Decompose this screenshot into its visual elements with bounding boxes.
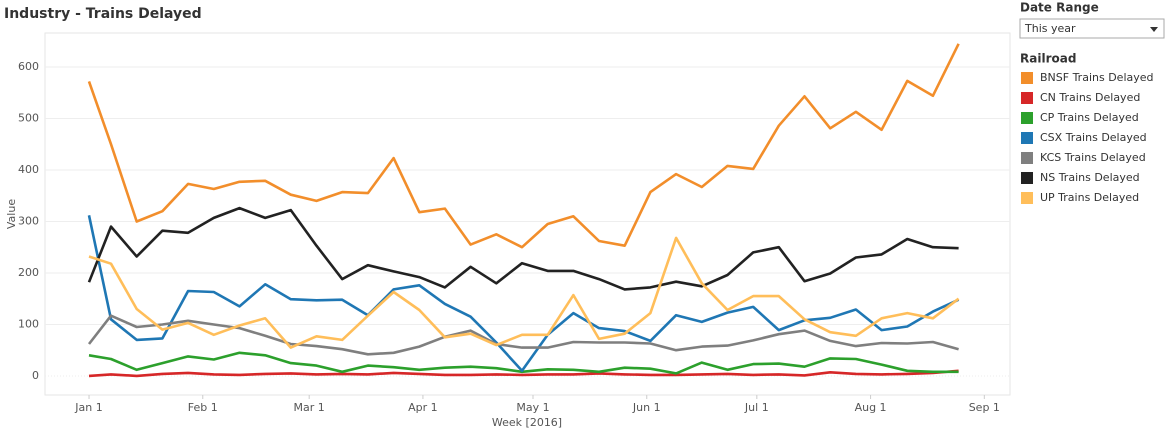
x-axis-title: Week [2016] <box>492 416 562 429</box>
x-tick-label: Feb 1 <box>188 401 218 414</box>
x-tick-label: Apr 1 <box>408 401 438 414</box>
plot-frame <box>44 32 1011 396</box>
dropdown-arrow[interactable] <box>1150 27 1158 32</box>
x-tick-label: Jun 1 <box>632 401 661 414</box>
legend-label: BNSF Trains Delayed <box>1040 71 1154 84</box>
legend-swatch <box>1021 72 1033 84</box>
x-tick-label: Jan 1 <box>74 401 102 414</box>
y-tick-label: 200 <box>18 266 39 279</box>
y-tick-label: 300 <box>18 214 39 227</box>
series-line <box>87 314 959 356</box>
y-axis-title: Value <box>5 199 18 229</box>
x-tick-label: Aug 1 <box>855 401 887 414</box>
legend-label: NS Trains Delayed <box>1040 171 1140 184</box>
x-tick-label: Sep 1 <box>969 401 1000 414</box>
legend-swatch <box>1021 172 1033 184</box>
filter-title: Date Range <box>1020 1 1099 15</box>
date-range-dropdown[interactable] <box>1019 18 1165 39</box>
y-tick-label: 100 <box>18 317 39 330</box>
legend-label: CN Trains Delayed <box>1040 91 1140 104</box>
chart-title: Industry - Trains Delayed <box>4 6 202 22</box>
y-tick-label: 500 <box>18 111 39 124</box>
series-line <box>87 206 959 291</box>
series-line <box>88 236 960 349</box>
legend-label: CP Trains Delayed <box>1040 111 1139 124</box>
legend-swatch <box>1021 112 1033 124</box>
legend-label: KCS Trains Delayed <box>1040 151 1146 164</box>
series-line <box>88 369 959 378</box>
y-tick-label: 400 <box>18 163 39 176</box>
legend-swatch <box>1021 92 1033 104</box>
y-tick-label: 600 <box>18 60 39 73</box>
series-line <box>87 215 960 373</box>
y-tick-label: 0 <box>32 369 39 382</box>
dropdown-value[interactable]: This year <box>1024 22 1076 35</box>
legend-label: CSX Trains Delayed <box>1040 131 1147 144</box>
legend-title: Railroad <box>1020 52 1076 66</box>
series-line <box>87 43 960 249</box>
x-tick-label: May 1 <box>516 401 549 414</box>
legend-swatch <box>1021 152 1033 164</box>
legend-swatch <box>1021 192 1033 204</box>
legend-swatch <box>1021 132 1033 144</box>
legend-label: UP Trains Delayed <box>1040 191 1139 204</box>
x-tick-label: Jul 1 <box>744 401 769 414</box>
x-tick-label: Mar 1 <box>294 401 325 414</box>
